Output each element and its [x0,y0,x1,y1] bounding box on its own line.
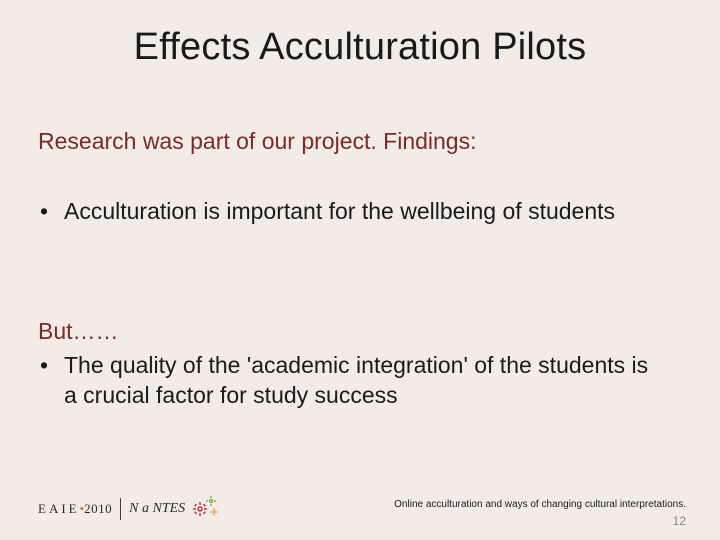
bullet-list-1: • Acculturation is important for the wel… [38,196,660,226]
eaie-text: EAIE [38,501,80,516]
bullet-text: The quality of the 'academic integration… [64,350,660,410]
nantes-logo: N a NTES [129,501,185,517]
slide: Effects Acculturation Pilots Research wa… [0,0,720,540]
eaie-logo: EAIE•2010 [38,501,112,517]
list-item: • The quality of the 'academic integrati… [38,350,660,410]
gear-icon [206,496,216,506]
page-number: 12 [673,514,686,528]
bullet-marker-icon: • [38,196,64,226]
bullet-list-2: • The quality of the 'academic integrati… [38,350,660,410]
bullet-marker-icon: • [38,350,64,380]
bullet-text: Acculturation is important for the wellb… [64,196,615,226]
eaie-year: 2010 [84,501,112,516]
footer-caption: Online acculturation and ways of changin… [394,499,686,510]
research-subheading: Research was part of our project. Findin… [38,128,682,155]
gear-icon [210,508,218,516]
conference-logo: EAIE•2010 N a NTES [38,496,223,522]
logo-separator [120,498,121,520]
gear-icon [193,502,207,516]
slide-title: Effects Acculturation Pilots [0,26,720,69]
list-item: • Acculturation is important for the wel… [38,196,660,226]
gear-icon-group [193,496,223,522]
but-label: But…… [38,318,682,345]
